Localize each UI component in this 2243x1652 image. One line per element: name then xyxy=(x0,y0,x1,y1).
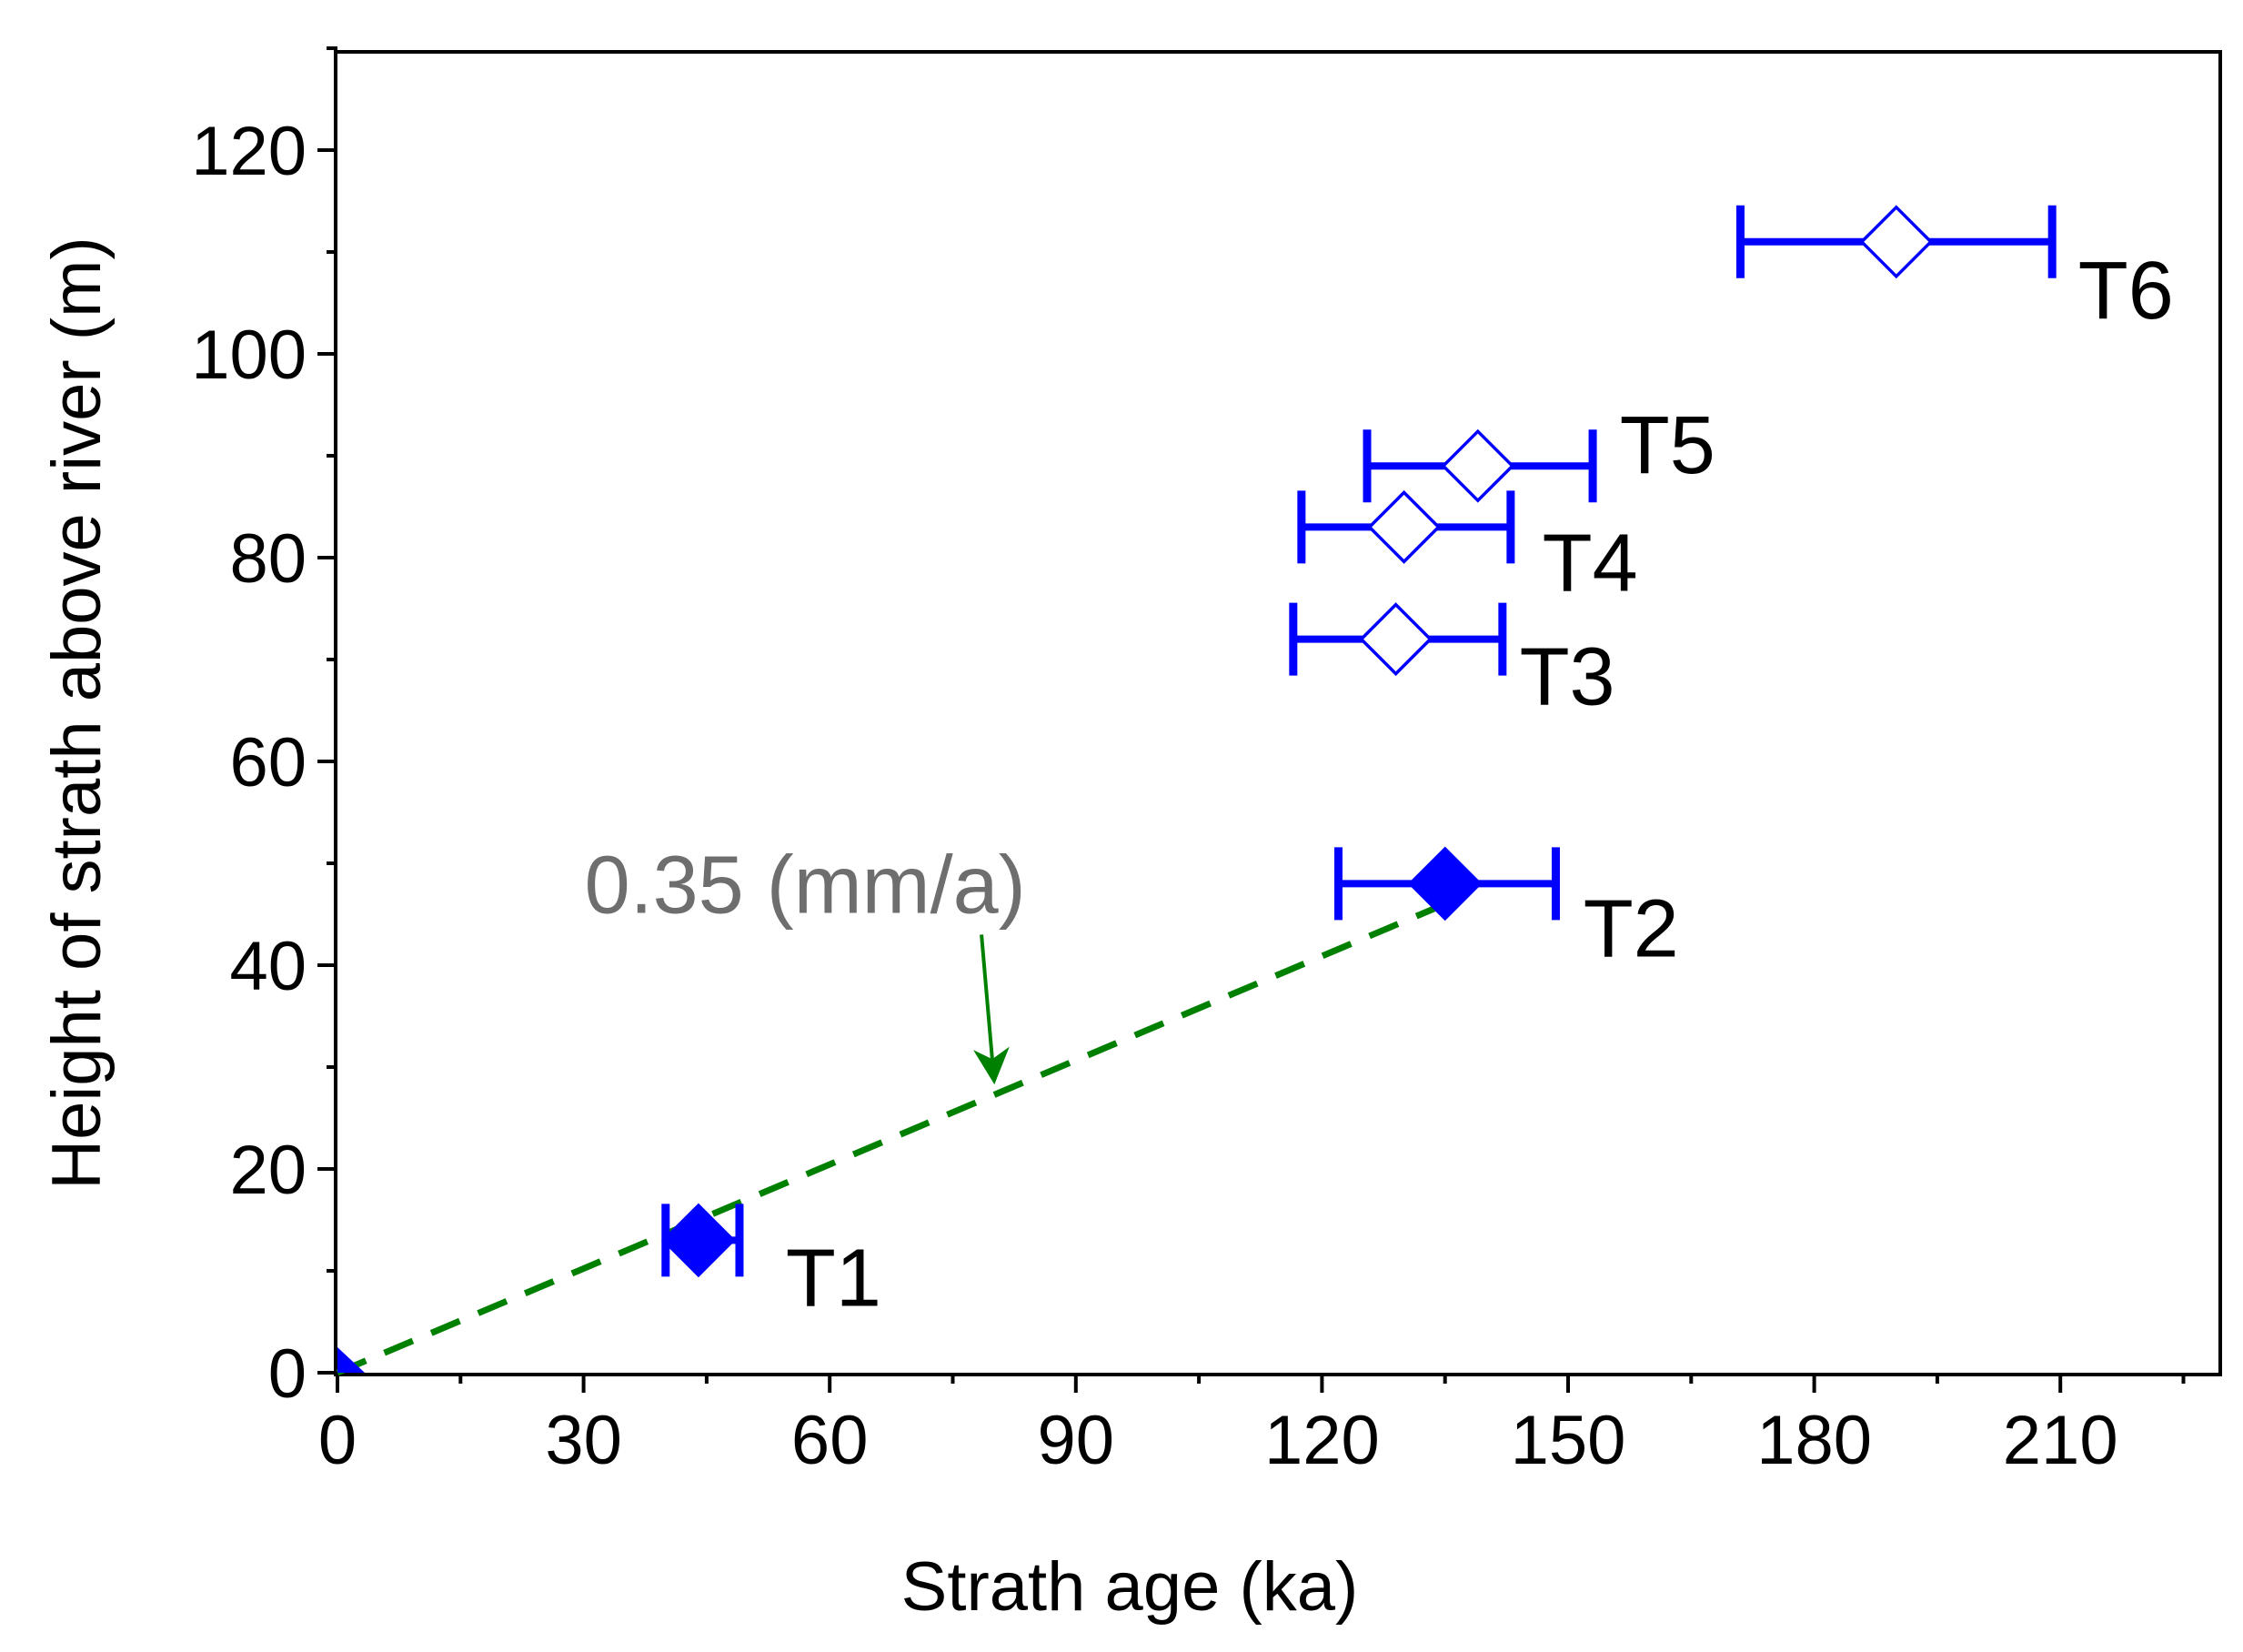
y-tick-label: 60 xyxy=(229,724,307,801)
data-point-t6: T6 xyxy=(1735,205,2174,337)
x-tick-label: 60 xyxy=(791,1402,869,1479)
y-axis: 0 20 40 60 80 100 120 xyxy=(191,46,337,1413)
point-label: T5 xyxy=(1620,400,1715,491)
trend-line xyxy=(336,901,1447,1376)
data-point-t5: T5 xyxy=(1363,400,1715,503)
trend-line-group xyxy=(336,901,1447,1376)
point-label: T6 xyxy=(2078,246,2174,337)
x-tick-label: 210 xyxy=(2003,1402,2118,1479)
data-point-t4: T4 xyxy=(1297,489,1638,609)
x-axis-title: Strath age (ka) xyxy=(901,1548,1359,1626)
rate-annotation: 0.35 (mm/a) xyxy=(585,840,1026,1085)
x-tick-label: 180 xyxy=(1756,1402,1872,1479)
x-axis: 0 30 60 90 120 150 180 210 xyxy=(318,1373,2186,1479)
point-label: T4 xyxy=(1543,518,1638,609)
point-label: T3 xyxy=(1520,632,1615,723)
diamond-marker xyxy=(661,1203,736,1278)
point-label: T2 xyxy=(1584,883,1679,974)
data-point-t1: T1 xyxy=(661,1203,881,1324)
data-point-t2: T2 xyxy=(1333,846,1679,974)
y-tick-label: 100 xyxy=(191,317,307,394)
y-tick-label: 80 xyxy=(229,520,307,598)
y-tick-label: 40 xyxy=(229,928,307,1005)
x-tick-label: 150 xyxy=(1511,1402,1626,1479)
data-points: T1 T2 T3 T4 T5 T6 xyxy=(661,205,2174,1324)
x-tick-label: 90 xyxy=(1038,1402,1115,1479)
y-axis-title: Height of strath above river (m) xyxy=(38,237,116,1190)
diamond-marker xyxy=(1367,489,1442,564)
x-tick-label: 30 xyxy=(545,1402,622,1479)
x-tick-label: 0 xyxy=(318,1402,357,1479)
diamond-marker xyxy=(1859,205,1934,279)
plot-frame xyxy=(334,50,2222,1376)
diamond-marker xyxy=(1407,846,1483,922)
y-tick-label: 120 xyxy=(191,113,307,190)
diamond-marker xyxy=(1441,428,1515,503)
point-label: T1 xyxy=(786,1233,881,1324)
y-tick-label: 0 xyxy=(268,1335,307,1413)
rate-label: 0.35 (mm/a) xyxy=(585,840,1026,931)
diamond-marker xyxy=(1359,602,1433,677)
y-tick-label: 20 xyxy=(229,1132,307,1209)
data-point-t3: T3 xyxy=(1289,602,1615,723)
x-tick-label: 120 xyxy=(1264,1402,1380,1479)
rate-arrow xyxy=(972,934,1010,1085)
origin-marker xyxy=(337,1347,365,1373)
